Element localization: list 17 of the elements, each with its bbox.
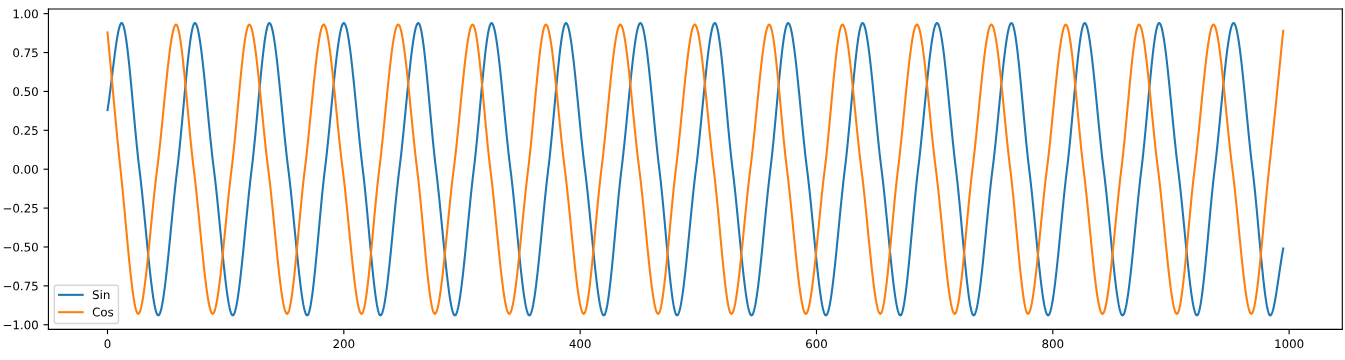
legend-label: Sin <box>92 290 110 300</box>
y-tick-label: 0.00 <box>13 164 38 174</box>
x-tick-label: 1000 <box>1275 339 1304 349</box>
y-tick-label: −0.25 <box>3 203 38 213</box>
x-tick-label: 400 <box>569 339 591 349</box>
y-tick-label: −0.75 <box>3 281 38 291</box>
x-tick-label: 800 <box>1042 339 1064 349</box>
x-tick-label: 200 <box>333 339 355 349</box>
y-tick-label: 1.00 <box>13 9 38 19</box>
y-tick-label: 0.75 <box>13 48 38 58</box>
legend-label: Cos <box>92 307 114 317</box>
x-tick-label: 600 <box>806 339 827 349</box>
y-tick-label: −1.00 <box>3 320 38 330</box>
y-tick-label: 0.50 <box>13 87 38 97</box>
y-tick-label: −0.50 <box>3 242 38 252</box>
x-tick-label: 0 <box>104 339 111 349</box>
y-tick-label: 0.25 <box>13 126 38 135</box>
